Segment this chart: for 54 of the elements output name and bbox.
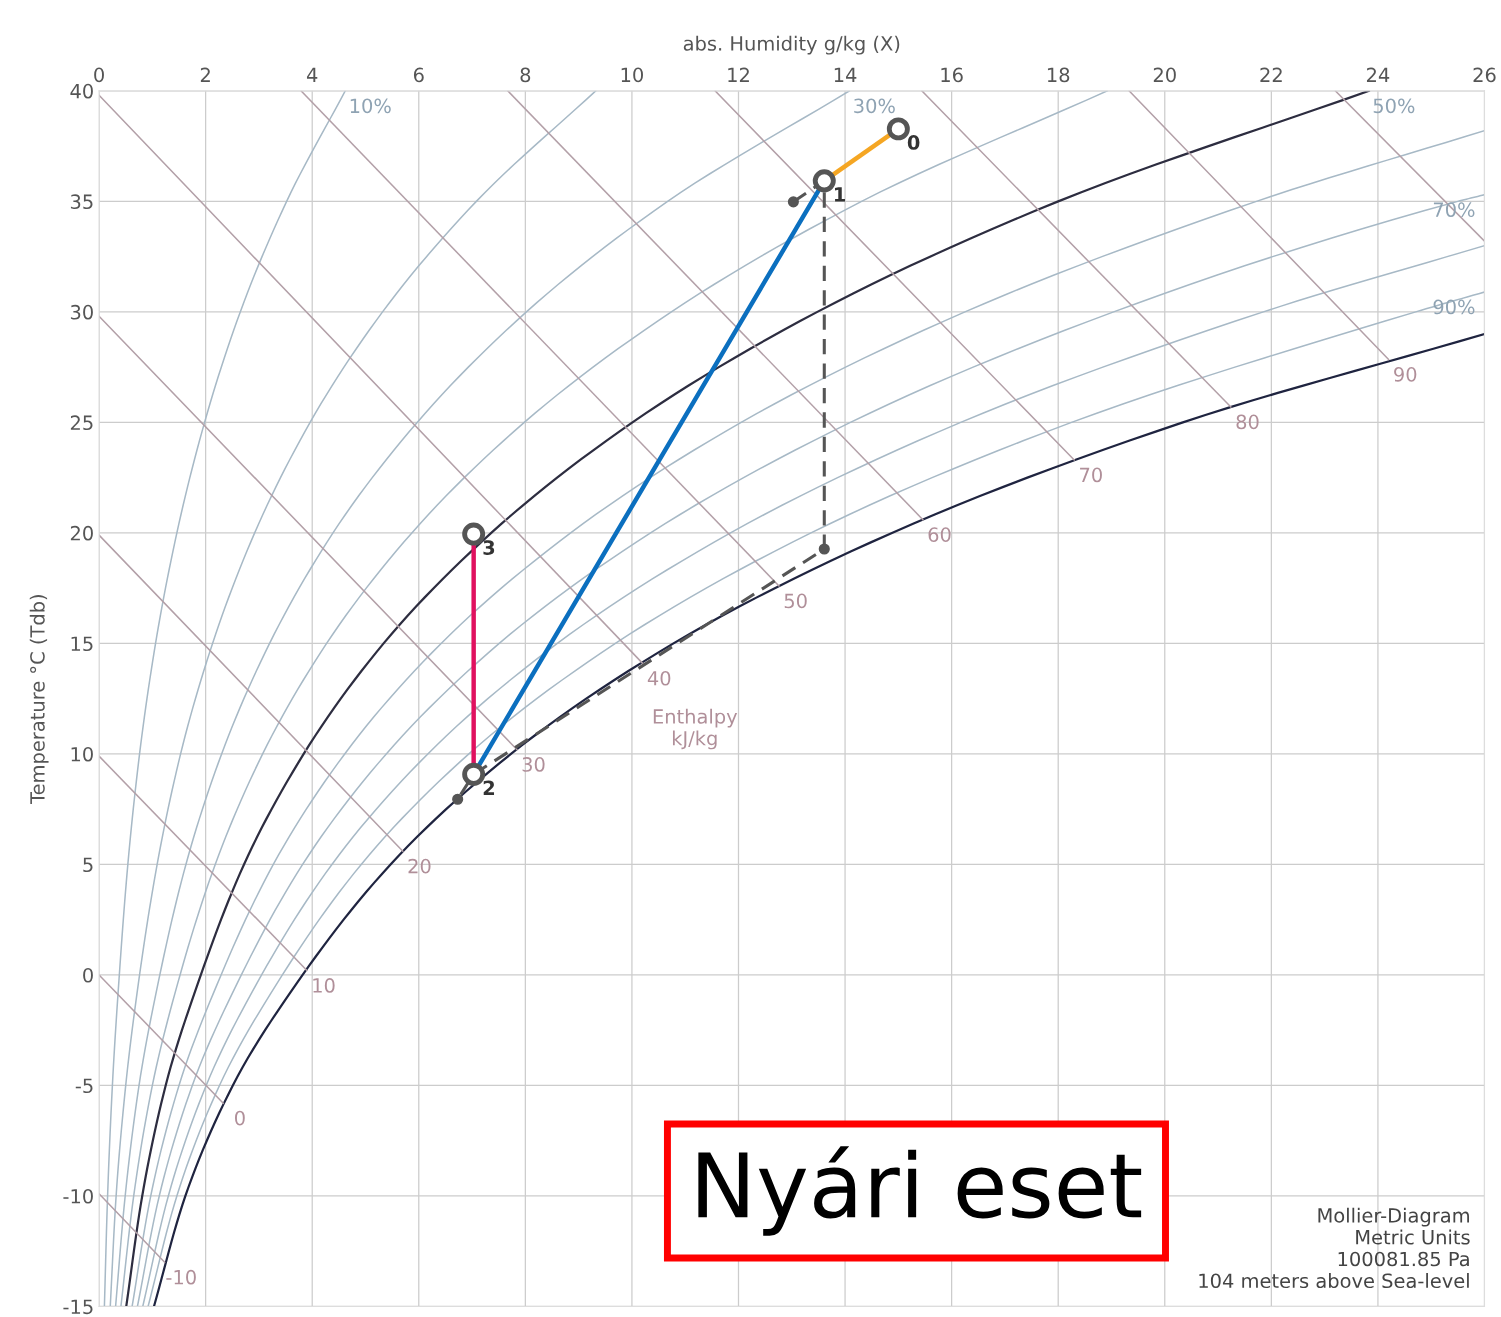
annotation: 30 xyxy=(522,757,545,772)
y-tick-label: 35 xyxy=(70,194,93,210)
point xyxy=(812,169,836,193)
annotation: 50 xyxy=(784,593,807,609)
annotation: 60 xyxy=(928,527,951,542)
point xyxy=(818,543,830,555)
x-tick-label: 26 xyxy=(1473,67,1496,83)
annotation: 10 xyxy=(313,978,335,993)
annotation: 10% xyxy=(350,98,391,114)
annotation: 40 xyxy=(647,670,671,686)
annotation: 0 xyxy=(907,135,920,150)
x-tick-label: 8 xyxy=(520,67,531,83)
x-tick-label: 18 xyxy=(1047,67,1070,83)
x-tick-label: 6 xyxy=(413,67,424,83)
x-tick-label: 10 xyxy=(621,67,643,83)
y-tick-label: 20 xyxy=(70,525,93,541)
annotation: 1 xyxy=(834,187,845,202)
x-tick-label: 20 xyxy=(1153,67,1176,83)
y-tick-label: 10 xyxy=(71,746,93,762)
annotation: 3 xyxy=(483,540,495,555)
annotation: 90% xyxy=(1433,299,1475,315)
annotation: Nyári eset xyxy=(698,1146,1142,1236)
y-tick-label: 15 xyxy=(71,636,93,652)
x-axis-title: abs. Humidity g/kg (X) xyxy=(683,35,900,55)
y-tick-label: -15 xyxy=(63,1299,93,1315)
x-tick-label: 14 xyxy=(834,67,857,82)
annotation: -10 xyxy=(166,1269,196,1285)
annotation: 2 xyxy=(483,780,495,795)
x-tick-label: 2 xyxy=(200,67,210,82)
y-tick-label: 25 xyxy=(70,415,93,431)
y-tick-label: -10 xyxy=(63,1188,93,1204)
y-tick-label: 40 xyxy=(70,83,93,99)
annotation: 90 xyxy=(1394,367,1417,382)
annotation: 80 xyxy=(1236,414,1259,430)
y-axis-title: Temperature °C (Tdb) xyxy=(29,595,49,804)
x-tick-label: 22 xyxy=(1260,67,1282,82)
x-tick-label: 12 xyxy=(728,67,749,82)
annotation: 0 xyxy=(234,1110,245,1126)
y-tick-label: 0 xyxy=(83,967,93,983)
point xyxy=(787,196,799,208)
x-tick-label: 16 xyxy=(941,67,963,83)
annotation: 20 xyxy=(408,858,431,874)
y-tick-label: 30 xyxy=(70,304,93,320)
annotation: Mollier-Diagram Metric Units 100081.85 Pa 104 meters above Sea-level xyxy=(1199,1207,1470,1289)
x-tick-label: 24 xyxy=(1366,67,1390,82)
annotation: Enthalpy kJ/kg xyxy=(653,708,738,750)
point xyxy=(452,793,464,805)
y-tick-label: 5 xyxy=(83,857,93,873)
annotation: 70 xyxy=(1080,467,1102,483)
y-tick-label: -5 xyxy=(75,1078,93,1094)
x-tick-label: 0 xyxy=(94,67,104,83)
annotation: 50% xyxy=(1373,98,1415,114)
annotation: 30% xyxy=(854,98,895,114)
x-tick-label: 4 xyxy=(306,67,318,82)
